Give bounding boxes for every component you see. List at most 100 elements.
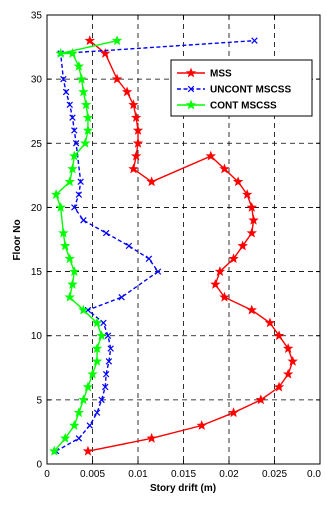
data-point (67, 48, 78, 58)
x-tick-label: 0.025 (262, 469, 287, 480)
data-point (102, 383, 109, 391)
x-tick-label: 0.0 (307, 469, 321, 480)
data-point (132, 125, 144, 135)
data-point (145, 255, 153, 262)
y-tick-label: 35 (31, 11, 43, 22)
data-point (100, 319, 107, 327)
legend-entry: MSS (177, 67, 232, 80)
data-point (219, 163, 230, 174)
data-point (102, 370, 110, 378)
data-point (251, 37, 258, 44)
data-point (66, 101, 73, 109)
data-point (219, 291, 230, 302)
data-point (64, 291, 75, 302)
x-axis-label: Story drift (m) (150, 483, 216, 494)
series-cont-mscss (49, 35, 123, 456)
data-point (107, 345, 114, 352)
data-point (60, 240, 71, 251)
y-tick-label: 0 (36, 460, 42, 471)
data-point (104, 332, 112, 339)
data-point (77, 178, 84, 185)
data-point (67, 163, 78, 174)
data-point (55, 48, 66, 58)
data-point (205, 150, 216, 161)
data-point (96, 330, 107, 341)
y-tick-label: 15 (31, 267, 43, 278)
data-point (100, 48, 111, 58)
data-point (255, 394, 267, 405)
data-point (132, 137, 144, 148)
data-point (80, 217, 87, 224)
data-point (210, 278, 221, 289)
data-point (91, 355, 103, 366)
data-point (93, 409, 101, 416)
x-tick-label: 0.01 (128, 469, 148, 480)
x-tick-label: 0.005 (80, 469, 105, 480)
data-point (84, 35, 95, 46)
data-point (246, 304, 257, 315)
data-point (72, 140, 80, 147)
data-point (78, 394, 89, 405)
y-tick-label: 10 (31, 331, 43, 342)
data-point (146, 176, 157, 187)
data-point (82, 381, 94, 392)
data-point (248, 214, 259, 225)
legend-entry: UNCONT MSCSS (177, 85, 291, 96)
data-point (69, 150, 80, 161)
data-point (86, 422, 93, 429)
data-point (246, 201, 257, 212)
data-point (75, 191, 83, 198)
data-point (185, 99, 197, 110)
data-point (73, 60, 85, 71)
legend-entry: CONT MSCSS (177, 99, 277, 112)
data-point (121, 86, 133, 97)
data-point (128, 99, 139, 110)
data-point (80, 137, 91, 148)
data-point (64, 176, 75, 187)
legend-box (170, 59, 313, 117)
series-layer (49, 35, 298, 456)
x-tick-label: 0.02 (219, 469, 239, 480)
x-tick-label: 0 (44, 469, 50, 480)
data-point (67, 278, 78, 289)
data-point (237, 240, 248, 251)
y-tick-label: 5 (36, 395, 42, 406)
y-axis-label: Floor No (12, 219, 23, 260)
data-point (69, 114, 76, 121)
data-point (91, 317, 103, 328)
series-mss (82, 35, 298, 456)
data-point (196, 420, 207, 430)
data-point (60, 432, 71, 443)
data-point (78, 304, 89, 315)
data-point (69, 420, 80, 430)
data-point (105, 358, 113, 365)
data-point (130, 112, 142, 123)
data-point (91, 343, 103, 353)
data-point (264, 317, 276, 328)
data-point (287, 355, 298, 366)
data-point (60, 75, 67, 83)
data-point (273, 381, 285, 392)
data-point (118, 294, 125, 301)
data-point (242, 189, 253, 200)
data-point (82, 112, 94, 123)
x-tick-label: 0.015 (171, 469, 196, 480)
data-point (76, 73, 87, 84)
data-point (87, 368, 98, 379)
data-point (246, 227, 257, 238)
legend-label: MSS (210, 69, 232, 80)
data-point (128, 163, 139, 174)
data-point (154, 268, 162, 275)
data-point (50, 189, 62, 200)
data-point (282, 368, 294, 379)
data-point (111, 35, 123, 46)
data-point (125, 242, 133, 250)
data-point (64, 253, 75, 264)
legend-label: UNCONT MSCSS (210, 85, 291, 96)
data-point (273, 330, 285, 341)
data-point (71, 204, 78, 211)
legend: MSS UNCONT MSCSS CONT MSCSS (170, 59, 313, 117)
data-point (55, 201, 66, 212)
data-point (75, 435, 83, 442)
